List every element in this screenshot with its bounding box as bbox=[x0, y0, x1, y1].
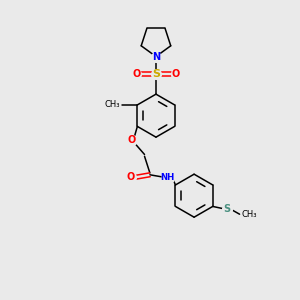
Text: N: N bbox=[152, 52, 160, 61]
Text: O: O bbox=[172, 69, 180, 79]
Text: S: S bbox=[224, 204, 231, 214]
Text: CH₃: CH₃ bbox=[105, 100, 120, 109]
Text: O: O bbox=[132, 69, 140, 79]
Text: O: O bbox=[127, 172, 135, 182]
Text: CH₃: CH₃ bbox=[242, 210, 257, 219]
Text: S: S bbox=[152, 69, 160, 79]
Text: O: O bbox=[128, 135, 136, 145]
Text: NH: NH bbox=[161, 173, 175, 182]
